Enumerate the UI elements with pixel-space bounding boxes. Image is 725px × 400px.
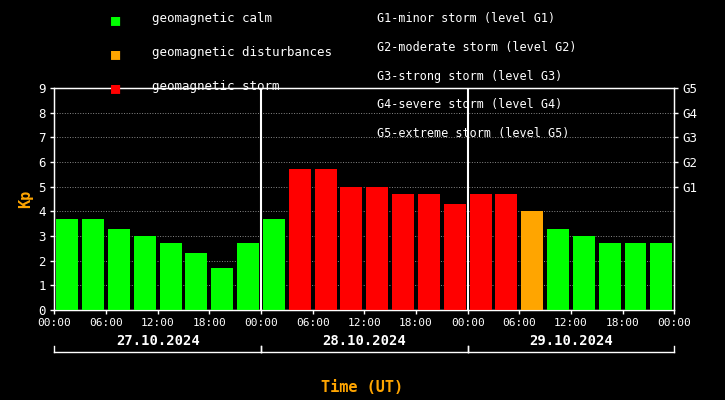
- Bar: [134, 236, 156, 310]
- Text: geomagnetic storm: geomagnetic storm: [152, 80, 280, 93]
- Bar: [341, 187, 362, 310]
- Text: 27.10.2024: 27.10.2024: [116, 334, 199, 348]
- Bar: [315, 170, 336, 310]
- Bar: [366, 187, 388, 310]
- Bar: [57, 219, 78, 310]
- Bar: [108, 229, 130, 310]
- Bar: [547, 229, 569, 310]
- Bar: [263, 219, 285, 310]
- Text: geomagnetic disturbances: geomagnetic disturbances: [152, 46, 332, 59]
- Text: G2-moderate storm (level G2): G2-moderate storm (level G2): [377, 41, 576, 54]
- Bar: [495, 194, 518, 310]
- Bar: [444, 204, 465, 310]
- Bar: [470, 194, 492, 310]
- Bar: [289, 170, 311, 310]
- Text: ■: ■: [112, 12, 120, 27]
- Text: G1-minor storm (level G1): G1-minor storm (level G1): [377, 12, 555, 25]
- Text: 29.10.2024: 29.10.2024: [529, 334, 613, 348]
- Text: G3-strong storm (level G3): G3-strong storm (level G3): [377, 70, 563, 83]
- Y-axis label: Kp: Kp: [18, 190, 33, 208]
- Bar: [82, 219, 104, 310]
- Bar: [211, 268, 233, 310]
- Bar: [237, 243, 259, 310]
- Bar: [186, 253, 207, 310]
- Bar: [418, 194, 440, 310]
- Bar: [392, 194, 414, 310]
- Text: geomagnetic calm: geomagnetic calm: [152, 12, 273, 25]
- Text: G5-extreme storm (level G5): G5-extreme storm (level G5): [377, 127, 569, 140]
- Bar: [599, 243, 621, 310]
- Text: G4-severe storm (level G4): G4-severe storm (level G4): [377, 98, 563, 111]
- Text: ■: ■: [112, 80, 120, 95]
- Bar: [650, 243, 672, 310]
- Text: ■: ■: [112, 46, 120, 61]
- Text: Time (UT): Time (UT): [321, 380, 404, 395]
- Bar: [573, 236, 594, 310]
- Text: 28.10.2024: 28.10.2024: [323, 334, 406, 348]
- Bar: [160, 243, 181, 310]
- Bar: [624, 243, 647, 310]
- Bar: [521, 211, 543, 310]
